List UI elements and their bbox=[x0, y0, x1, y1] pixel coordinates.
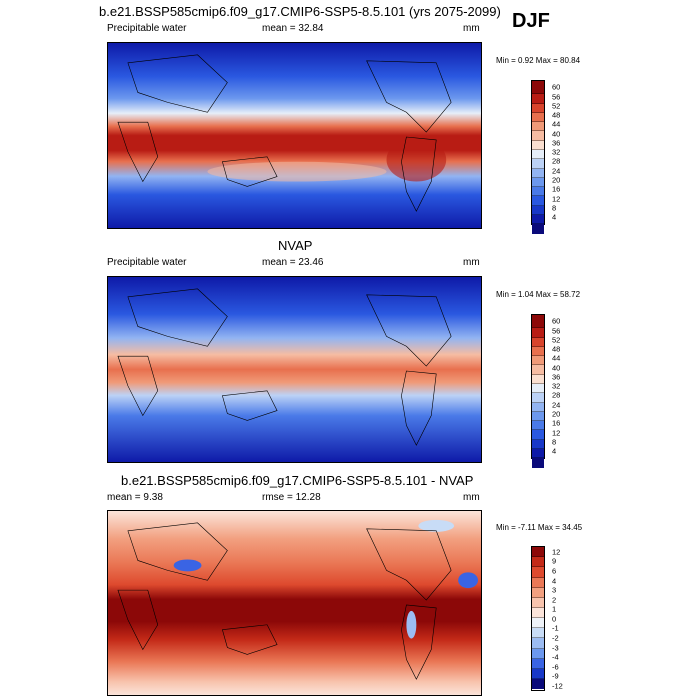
cb-tick: 28 bbox=[552, 156, 561, 166]
cb-tick: 52 bbox=[552, 101, 561, 111]
cb-tick: 4 bbox=[552, 576, 557, 585]
cb-tick: 48 bbox=[552, 110, 561, 120]
cb-tick: 16 bbox=[552, 418, 561, 428]
cb-tick: 32 bbox=[552, 147, 561, 157]
cb-tick: 44 bbox=[552, 119, 561, 129]
panel3-colorbar bbox=[531, 546, 545, 691]
cb-tick: 44 bbox=[552, 353, 561, 363]
cb-tick: 36 bbox=[552, 372, 561, 382]
cb-tick: 1 bbox=[552, 604, 557, 614]
cb-tick: -12 bbox=[552, 681, 563, 691]
cb-tick: 20 bbox=[552, 175, 561, 185]
cb-tick: 28 bbox=[552, 390, 561, 400]
cb-tick: -4 bbox=[552, 652, 559, 662]
panel1-minmax: Min = 0.92 Max = 80.84 bbox=[496, 56, 581, 65]
cb-tick: 60 bbox=[552, 82, 561, 92]
cb-tick: 20 bbox=[552, 409, 561, 419]
panel1-colorbar bbox=[531, 80, 545, 234]
cb-tick: 0 bbox=[552, 614, 557, 624]
panel1-mean: mean = 32.84 bbox=[262, 23, 323, 34]
cb-tick: 32 bbox=[552, 381, 561, 391]
cb-tick: 12 bbox=[552, 547, 561, 557]
cb-tick: 48 bbox=[552, 344, 561, 354]
panel3-title: b.e21.BSSP585cmip6.f09_g17.CMIP6-SSP5-8.… bbox=[121, 473, 474, 488]
panel3-mean: mean = 9.38 bbox=[107, 492, 163, 503]
panel3-rmse: rmse = 12.28 bbox=[262, 492, 321, 503]
cb-tick: 12 bbox=[552, 194, 561, 204]
panel1-title: b.e21.BSSP585cmip6.f09_g17.CMIP6-SSP5-8.… bbox=[99, 4, 501, 19]
panel3-rmse-value: 12.28 bbox=[295, 492, 321, 503]
cb-tick: 4 bbox=[552, 446, 557, 456]
panel1-mean-label: mean = bbox=[262, 23, 296, 34]
cb-tick: 12 bbox=[552, 428, 561, 438]
cb-tick: 24 bbox=[552, 400, 561, 410]
panel2-minmax: Min = 1.04 Max = 58.72 bbox=[496, 290, 581, 299]
panel3-colorbar-labels: 12 9 6 4 3 2 1 0 -1 -2 -3 -4 -6 -9 -12 bbox=[552, 546, 582, 691]
cb-tick: -3 bbox=[552, 643, 559, 652]
cb-tick: 36 bbox=[552, 138, 561, 148]
panel1-map bbox=[107, 42, 482, 229]
cb-tick: 4 bbox=[552, 212, 557, 222]
cb-tick: 3 bbox=[552, 585, 557, 595]
cb-tick: -1 bbox=[552, 623, 559, 633]
season-label: DJF bbox=[512, 10, 550, 32]
panel2-colorbar-labels: 60 56 52 48 44 40 36 32 28 24 20 16 12 8… bbox=[552, 314, 582, 459]
cb-tick: -9 bbox=[552, 671, 559, 681]
cb-tick: 16 bbox=[552, 184, 561, 194]
panel2-title: NVAP bbox=[278, 238, 313, 253]
cb-tick: 9 bbox=[552, 556, 557, 566]
panel2-mean-label: mean = bbox=[262, 257, 296, 268]
panel2-variable-label: Precipitable water bbox=[107, 257, 187, 268]
panel2-colorbar bbox=[531, 314, 545, 468]
panel3-map bbox=[107, 510, 482, 696]
cb-tick: -2 bbox=[552, 633, 559, 643]
cb-tick: 52 bbox=[552, 335, 561, 345]
cb-tick: 24 bbox=[552, 166, 561, 176]
cb-tick: 8 bbox=[552, 437, 557, 447]
panel2-mean-value: 23.46 bbox=[298, 257, 324, 268]
panel3-rmse-label: rmse = bbox=[262, 492, 293, 503]
panel1-colorbar-labels: 60 56 52 48 44 40 36 32 28 24 20 16 12 8… bbox=[552, 80, 582, 225]
cb-tick: 8 bbox=[552, 203, 557, 213]
cb-tick: 6 bbox=[552, 566, 557, 576]
panel2-units: mm bbox=[463, 257, 480, 268]
panel2-map bbox=[107, 276, 482, 463]
cb-tick: 60 bbox=[552, 316, 561, 326]
panel1-mean-value: 32.84 bbox=[298, 23, 324, 34]
panel1-units: mm bbox=[463, 23, 480, 34]
cb-tick: 40 bbox=[552, 129, 561, 139]
panel2-mean: mean = 23.46 bbox=[262, 257, 323, 268]
cb-tick: -6 bbox=[552, 662, 559, 672]
panel3-minmax: Min = -7.11 Max = 34.45 bbox=[496, 523, 583, 532]
cb-tick: 2 bbox=[552, 595, 557, 605]
cb-tick: 56 bbox=[552, 326, 561, 336]
cb-tick: 40 bbox=[552, 363, 561, 373]
panel3-units: mm bbox=[463, 492, 480, 503]
cb-tick: 56 bbox=[552, 92, 561, 102]
panel1-variable-label: Precipitable water bbox=[107, 23, 187, 34]
